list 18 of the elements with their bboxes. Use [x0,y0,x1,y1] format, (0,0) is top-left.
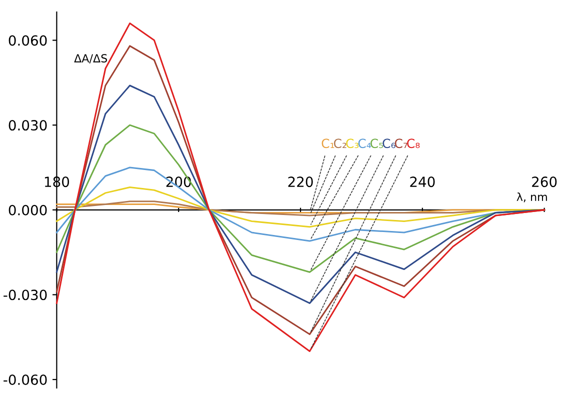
y-tick-label: 0.030 [8,120,47,131]
y-tick-label: 0.000 [8,204,47,216]
text: C₇ [394,138,408,148]
x-tick-label: 240 [410,176,435,188]
text: C₆ [382,138,396,148]
text: C₈ [407,138,420,148]
y-tick-label: 0.060 [8,35,47,46]
x-axis-title: λ, nm [516,192,547,202]
text: C₄ [358,138,371,148]
x-tick-label: 260 [532,176,557,188]
x-tick-label: 220 [288,176,313,188]
text: C₃ [346,138,359,148]
text: C₂ [334,138,346,148]
y-axis-title: ΔA/ΔS [74,54,108,64]
text: C₁ [322,138,334,148]
y-tick-label: -0.030 [4,290,47,300]
text: C₅ [370,138,383,148]
y-tick-label: -0.060 [4,374,47,385]
